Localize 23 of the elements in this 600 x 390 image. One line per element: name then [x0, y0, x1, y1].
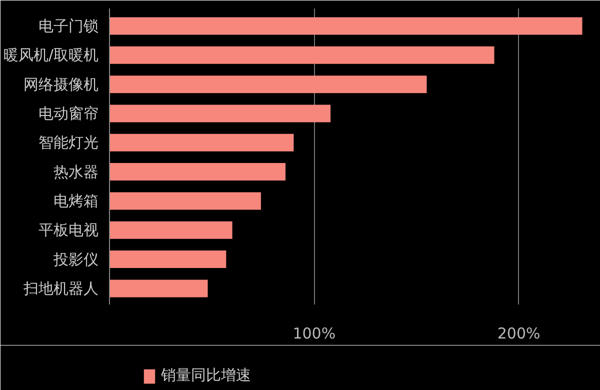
bar [110, 221, 232, 239]
y-tick-label: 电烤箱 [54, 192, 98, 210]
y-tick-label: 电动窗帘 [38, 104, 98, 122]
bar [110, 192, 261, 210]
bar [110, 250, 226, 268]
x-tick-label: 100% [292, 324, 336, 342]
y-tick-label: 热水器 [54, 162, 98, 181]
bar [110, 76, 427, 94]
bar [110, 104, 331, 122]
bar [110, 17, 582, 35]
y-tick-label: 平板电视 [38, 221, 98, 240]
y-tick-label: 智能灯光 [38, 134, 98, 152]
x-tick-label: 200% [497, 324, 540, 342]
y-tick-label: 暖风机/取暖机 [3, 46, 99, 64]
bar [110, 134, 294, 152]
y-tick-label: 电子门锁 [38, 17, 98, 35]
y-tick-label: 投影仪 [52, 250, 98, 268]
y-tick-label: 扫地机器人 [22, 279, 98, 298]
legend-label: 销量同比增速 [161, 366, 251, 385]
bar [110, 163, 286, 181]
y-tick-label: 网络摄像机 [24, 75, 98, 94]
bar [110, 46, 494, 64]
bar [110, 280, 208, 298]
